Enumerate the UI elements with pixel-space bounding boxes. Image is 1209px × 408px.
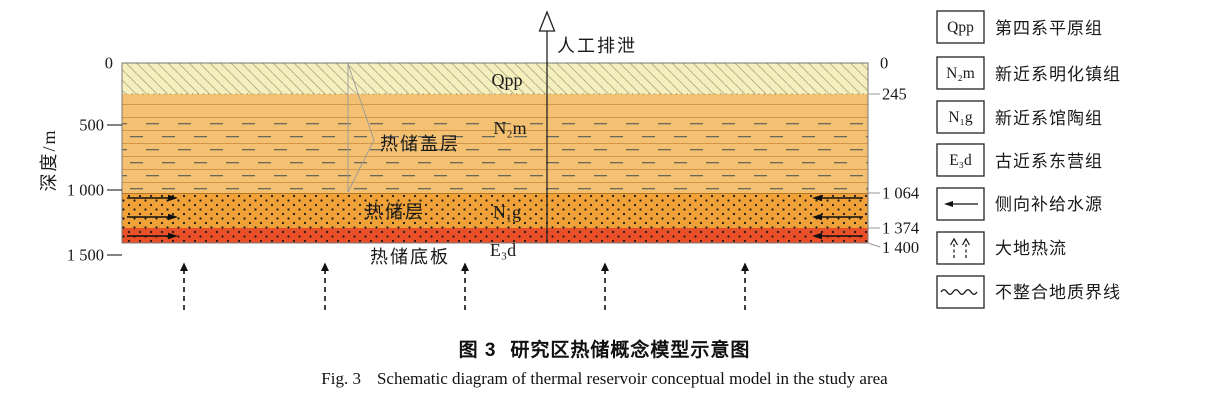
recharge-arrowhead [812, 232, 822, 240]
right-tick-245: 245 [882, 85, 907, 104]
heat-flow-arrows [180, 262, 749, 310]
lateral-recharge-left [127, 194, 178, 240]
figure-title-zh: 研究区热储概念模型示意图 [510, 340, 751, 361]
heat-flow-arrow-icon [180, 262, 188, 310]
legend-box-qpp [936, 10, 985, 44]
depth-axis-right: 0 245 1 064 1 374 1 400 [867, 54, 919, 257]
left-tick-1000: 1 000 [67, 181, 104, 200]
legend-code-n2m: N₂m [946, 65, 975, 82]
cap-layer-brace [347, 63, 375, 193]
formation-label-e3d: E₃d [490, 240, 516, 260]
legend-code-qpp: Qpp [947, 19, 974, 36]
heat-flow-arrow-icon [461, 262, 469, 310]
figure-title-en: Schematic diagram of thermal reservoir c… [376, 369, 888, 388]
legend-box-n2m [936, 56, 985, 90]
cap-layer-indicator: 热储盖层 [347, 63, 460, 193]
layer-qpp-hatch-pattern [122, 63, 868, 94]
legend-label-qpp: 第四系平原组 [995, 19, 1103, 38]
recharge-arrowhead [812, 213, 822, 221]
figure-caption-en: Fig. 3 Schematic diagram of thermal reser… [0, 369, 1209, 389]
figure-caption-zh: 图 3 研究区热储概念模型示意图 [0, 335, 1209, 362]
left-tick-1500: 1 500 [67, 246, 104, 265]
depth-axis-left: 深度/m 0 500 1 000 1 500 [39, 54, 122, 265]
left-tick-500: 500 [79, 116, 104, 135]
right-tick-1400: 1 400 [882, 238, 919, 257]
lateral-recharge-right [812, 194, 863, 240]
left-tick-0: 0 [105, 54, 113, 73]
heat-flow-arrow-icon [321, 262, 329, 310]
legend-box-heatflow [936, 231, 985, 265]
formation-label-n1g: N₁g [493, 202, 521, 222]
right-tick-mark-1400 [867, 242, 881, 248]
unconformity-wave-icon [940, 289, 978, 295]
figure-number-zh: 图 3 [458, 340, 497, 361]
discharge-arrow-icon [538, 10, 556, 32]
legend-box-unconformity [936, 275, 985, 309]
right-tick-1064: 1 064 [882, 184, 919, 203]
layer-n2m-dash-pattern [122, 116, 868, 193]
heat-flow-legend-icon [949, 237, 971, 258]
lateral-recharge-arrow-icon [944, 201, 978, 207]
recharge-arrowhead [168, 194, 178, 202]
legend-label-n2m: 新近系明化镇组 [995, 65, 1121, 84]
legend-code-e3d: E₃d [949, 152, 972, 169]
legend-box-e3d [936, 143, 985, 177]
reservoir-label: 热储层 [365, 202, 425, 222]
recharge-arrowhead [168, 232, 178, 240]
legend-box-n1g [936, 100, 985, 134]
legend-label-heatflow: 大地热流 [995, 239, 1067, 258]
right-tick-1374: 1 374 [882, 219, 919, 238]
base-label: 热储底板 [370, 247, 450, 267]
depth-axis-title: 深度/m [39, 128, 59, 191]
figure-number-en: Fig. 3 [321, 369, 361, 388]
reservoir-dot-pattern [122, 193, 868, 243]
heat-flow-arrow-icon [601, 262, 609, 310]
discharge-label: 人工排泄 [557, 36, 637, 56]
legend-label-recharge: 侧向补给水源 [995, 195, 1103, 214]
formation-labels: Qpp N₂m 热储层 N₁g 热储底板 E₃d [365, 70, 527, 267]
right-tick-0: 0 [880, 54, 888, 73]
legend-label-unconformity: 不整合地质界线 [995, 283, 1121, 302]
legend-code-n1g: N₁g [948, 109, 973, 126]
cap-layer-label: 热储盖层 [380, 134, 460, 154]
legend: Qpp 第四系平原组 N₂m 新近系明化镇组 N₁g 新近系馆陶组 E₃d 古近… [936, 10, 1121, 309]
recharge-arrowhead [812, 194, 822, 202]
plot-border [121, 62, 869, 244]
strat-layers [121, 62, 869, 244]
discharge-well: 人工排泄 [538, 10, 637, 243]
unconformity-n1g-e3d [123, 226, 867, 232]
formation-label-qpp: Qpp [492, 70, 523, 90]
recharge-arrowhead [168, 213, 178, 221]
thermal-reservoir-diagram: 深度/m 0 500 1 000 1 500 0 245 1 064 1 374… [39, 10, 1121, 310]
legend-label-n1g: 新近系馆陶组 [995, 109, 1103, 128]
legend-label-e3d: 古近系东营组 [995, 152, 1103, 171]
formation-label-n2m: N₂m [493, 118, 526, 138]
heat-flow-arrow-icon [741, 262, 749, 310]
unconformity-qpp-n2m [123, 89, 867, 95]
